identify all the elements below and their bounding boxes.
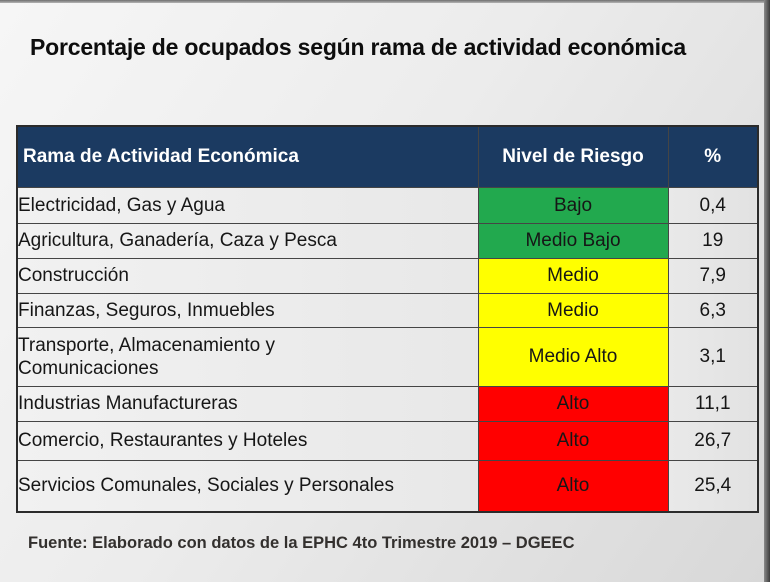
risk-cell: Alto [477, 386, 669, 422]
percent-cell: 19 [667, 223, 759, 259]
risk-cell: Alto [477, 421, 669, 461]
activity-cell: Industrias Manufactureras [16, 386, 479, 422]
table-header-row: Rama de Actividad Económica Nivel de Rie… [16, 125, 759, 188]
table-row: Transporte, Almacenamiento y Comunicacio… [16, 327, 759, 387]
risk-cell: Bajo [477, 187, 669, 224]
header-percent: % [667, 125, 759, 188]
activity-cell: Transporte, Almacenamiento y Comunicacio… [16, 327, 479, 387]
activity-cell: Electricidad, Gas y Agua [16, 187, 479, 224]
activity-cell: Servicios Comunales, Sociales y Personal… [16, 460, 479, 513]
percent-cell: 25,4 [667, 460, 759, 513]
risk-cell: Medio Bajo [477, 223, 669, 259]
activity-cell: Agricultura, Ganadería, Caza y Pesca [16, 223, 479, 259]
risk-cell: Medio [477, 258, 669, 294]
table-row: Electricidad, Gas y Agua Bajo 0,4 [16, 187, 759, 224]
table-row: Agricultura, Ganadería, Caza y Pesca Med… [16, 223, 759, 259]
right-edge-strip [764, 0, 770, 582]
table-row: Industrias Manufactureras Alto 11,1 [16, 386, 759, 422]
percent-cell: 26,7 [667, 421, 759, 461]
activity-cell: Comercio, Restaurantes y Hoteles [16, 421, 479, 461]
table-row: Servicios Comunales, Sociales y Personal… [16, 460, 759, 513]
percent-cell: 0,4 [667, 187, 759, 224]
activity-cell: Construcción [16, 258, 479, 294]
table-body: Electricidad, Gas y Agua Bajo 0,4 Agricu… [16, 187, 759, 513]
risk-cell: Medio [477, 293, 669, 328]
header-activity: Rama de Actividad Económica [16, 125, 479, 188]
risk-cell: Medio Alto [477, 327, 669, 387]
percent-cell: 3,1 [667, 327, 759, 387]
top-border-line [0, 0, 770, 3]
risk-table: Rama de Actividad Económica Nivel de Rie… [16, 125, 759, 513]
percent-cell: 11,1 [667, 386, 759, 422]
header-risk: Nivel de Riesgo [477, 125, 669, 188]
percent-cell: 6,3 [667, 293, 759, 328]
source-note: Fuente: Elaborado con datos de la EPHC 4… [28, 534, 575, 552]
table-row: Comercio, Restaurantes y Hoteles Alto 26… [16, 421, 759, 461]
table-row: Finanzas, Seguros, Inmuebles Medio 6,3 [16, 293, 759, 328]
page-title: Porcentaje de ocupados según rama de act… [30, 34, 687, 60]
percent-cell: 7,9 [667, 258, 759, 294]
risk-cell: Alto [477, 460, 669, 513]
activity-cell: Finanzas, Seguros, Inmuebles [16, 293, 479, 328]
table-row: Construcción Medio 7,9 [16, 258, 759, 294]
